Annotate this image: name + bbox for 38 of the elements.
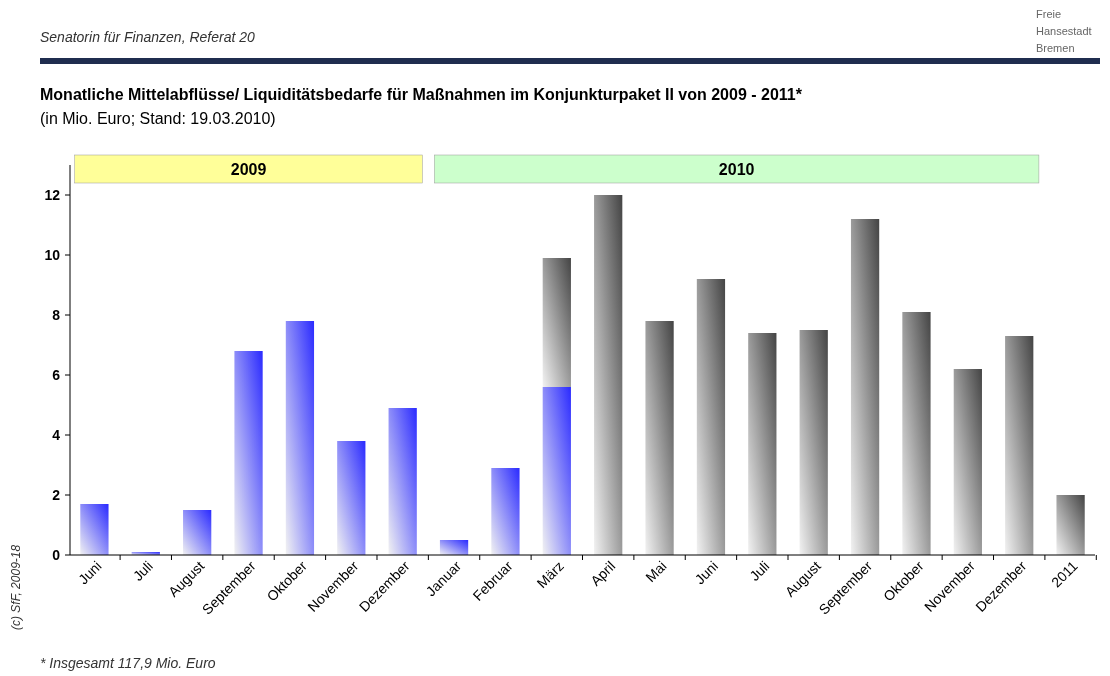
bar [439,540,469,555]
bar [337,441,366,555]
bar [285,321,315,555]
bar [696,279,726,555]
text: Freie Hansestadt Bremen [1036,8,1092,54]
bar [183,510,212,555]
x-tick-label: Juli [129,557,156,584]
bar [594,195,623,555]
y-tick-label: 0 [52,547,61,563]
y-tick-label: 6 [52,367,61,383]
y-tick-label: 10 [44,247,61,263]
chart-subtitle: (in Mio. Euro; Stand: 19.03.2010) [40,110,276,127]
bar [542,258,571,387]
y-tick-label: 2 [52,487,61,503]
text: * Insgesamt 117,9 Mio. Euro [40,655,216,671]
y-tick-label: 4 [52,427,61,443]
bar [850,219,880,555]
bar [491,468,520,555]
bar [1056,495,1085,555]
bar [234,351,263,555]
bar [748,333,777,555]
text: Senatorin für Finanzen, Referat 20 [40,29,256,45]
bar [1005,336,1034,555]
y-tick-label: 8 [52,307,61,323]
x-tick-label: Mai [642,557,670,586]
chart-title: Monatliche Mittelabflüsse/ Liquiditätsbedarfe für Maßnahmen im Konjunkturpaket II von 2009 - 2011* [40,86,803,103]
bar [542,387,571,555]
bar [902,312,931,555]
x-tick-label: Juli [746,557,773,584]
annotation: 2009 [230,161,267,178]
bar [645,321,674,555]
y-tick-label: 12 [44,187,61,203]
text: (c) SfF, 2009-18 [9,544,23,630]
bar [388,408,417,555]
bar [80,504,109,555]
annotation: 2010 [718,161,755,178]
bar [799,330,828,555]
bar [953,369,982,555]
